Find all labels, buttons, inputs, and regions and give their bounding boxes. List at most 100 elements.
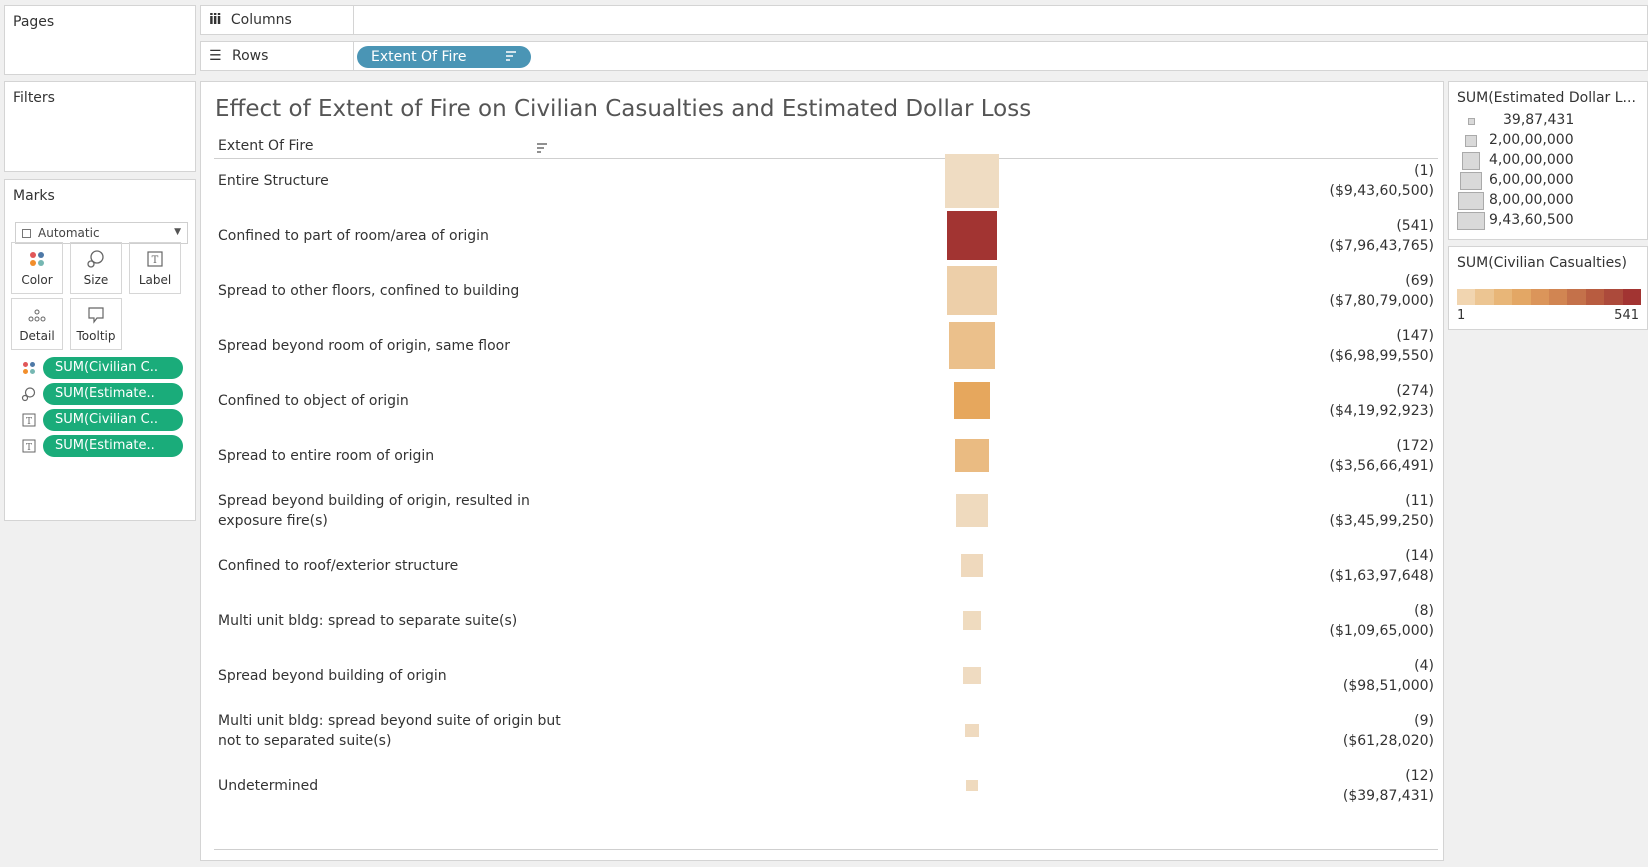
size-mark[interactable] (945, 153, 999, 208)
table-row[interactable]: Undetermined (12) ($39,87,431) (214, 757, 1438, 814)
sort-descending-icon (506, 51, 516, 61)
filters-shelf[interactable]: Filters (4, 81, 196, 172)
table-row[interactable]: Confined to part of room/area of origin (… (214, 207, 1438, 264)
size-mark[interactable] (947, 265, 997, 316)
size-mark[interactable] (953, 382, 990, 419)
size-icon (87, 250, 104, 268)
row-label: Undetermined (218, 777, 319, 794)
rows-shelf[interactable]: ☰ Rows Extent Of Fire (200, 41, 1648, 71)
size-mark[interactable] (960, 554, 984, 577)
color-legend-step (1604, 289, 1623, 305)
table-row[interactable]: Spread beyond room of origin, same floor… (214, 317, 1438, 374)
casualties-label: (69) (1405, 272, 1434, 289)
color-legend-min: 1 (1457, 308, 1466, 323)
color-legend[interactable]: SUM(Civilian Casualties) 1 541 (1448, 246, 1648, 330)
row-values: (9) ($61,28,020) (1343, 711, 1434, 751)
size-legend-title: SUM(Estimated Dollar L... (1457, 90, 1636, 106)
size-mark[interactable] (955, 438, 989, 473)
size-legend[interactable]: SUM(Estimated Dollar L... 39,87,431 2,00,… (1448, 81, 1648, 240)
pages-shelf[interactable]: Pages (4, 5, 196, 75)
color-dots-icon (30, 252, 44, 266)
column-header-extent-of-fire[interactable]: Extent Of Fire (218, 138, 314, 154)
size-legend-square (1464, 134, 1478, 148)
shelf-divider (353, 42, 354, 70)
row-values: (11) ($3,45,99,250) (1330, 491, 1434, 531)
row-label: Entire Structure (218, 172, 329, 189)
size-mark[interactable] (948, 322, 996, 369)
detail-button[interactable]: Detail (11, 298, 63, 350)
dollar-loss-label: ($61,28,020) (1342, 732, 1434, 749)
size-mark[interactable] (963, 666, 981, 685)
chevron-down-icon: ▼ (174, 227, 181, 237)
columns-shelf-label: iii Columns (209, 12, 292, 28)
dollar-loss-label: ($1,63,97,648) (1329, 567, 1434, 584)
row-label: Spread to entire room of origin (218, 447, 435, 464)
size-legend-item[interactable]: 2,00,00,000 (1449, 131, 1648, 151)
table-row[interactable]: Spread beyond building of origin (4) ($98,… (214, 647, 1438, 704)
label-icon: T (22, 413, 36, 427)
table-row[interactable]: Confined to object of origin (274) ($4,19,… (214, 372, 1438, 429)
label-field-pill[interactable]: SUM(Civilian C.. (43, 409, 183, 431)
label-button[interactable]: T Label (129, 242, 181, 294)
size-button-label: Size (83, 273, 109, 287)
size-mark[interactable] (947, 210, 997, 261)
row-values: (8) ($1,09,65,000) (1330, 601, 1434, 641)
color-legend-ramp (1457, 289, 1642, 305)
color-field-pill[interactable]: SUM(Civilian C.. (43, 357, 183, 379)
size-mark[interactable] (965, 723, 979, 738)
color-legend-step (1549, 289, 1568, 305)
color-legend-step (1585, 289, 1605, 305)
color-legend-step (1622, 289, 1642, 305)
row-label: Spread to other floors, confined to buil… (218, 282, 520, 299)
row-label: Multi unit bldg: spread beyond suite of … (218, 712, 561, 749)
size-legend-item[interactable]: 4,00,00,000 (1449, 151, 1648, 171)
color-legend-step (1475, 289, 1494, 305)
size-mark[interactable] (955, 494, 989, 527)
casualties-label: (14) (1405, 547, 1434, 564)
size-legend-label: 8,00,00,000 (1489, 192, 1574, 208)
columns-shelf[interactable]: iii Columns (200, 5, 1648, 35)
table-row[interactable]: Confined to roof/exterior structure (14)(… (214, 537, 1438, 594)
svg-text:T: T (26, 417, 32, 427)
sort-descending-icon[interactable] (536, 142, 548, 154)
casualties-label: (8) (1414, 602, 1434, 619)
size-legend-label: 6,00,00,000 (1489, 172, 1574, 188)
size-legend-item[interactable]: 8,00,00,000 (1449, 191, 1648, 211)
size-legend-item[interactable]: 6,00,00,000 (1449, 171, 1648, 191)
row-label: Confined to roof/exterior structure (218, 557, 459, 574)
label-field-pill[interactable]: SUM(Estimate.. (43, 435, 183, 457)
row-values: (12) ($39,87,431) (1343, 766, 1434, 806)
table-row[interactable]: Entire Structure (1) ($9,43,60,500) (214, 152, 1438, 209)
viz-canvas: Effect of Extent of Fire on Civilian Cas… (200, 81, 1444, 861)
casualties-label: (9) (1414, 712, 1434, 729)
color-legend-step (1493, 289, 1513, 305)
dollar-loss-label: ($3,45,99,250) (1329, 512, 1434, 529)
rows-icon: ☰ (209, 48, 222, 64)
table-row[interactable]: Spread to other floors, confined to buil… (214, 262, 1438, 319)
extent-of-fire-pill[interactable]: Extent Of Fire (357, 46, 531, 68)
detail-dots-icon (28, 309, 46, 322)
casualties-label: (541) (1396, 217, 1434, 234)
tooltip-button[interactable]: Tooltip (70, 298, 122, 350)
table-row[interactable]: Multi unit bldg: spread to separate suit… (214, 592, 1438, 649)
size-legend-item[interactable]: 39,87,431 (1449, 111, 1648, 131)
size-button[interactable]: Size (70, 242, 122, 294)
size-legend-item[interactable]: 9,43,60,500 (1449, 211, 1648, 231)
row-label: Spread beyond room of origin, same floor (218, 337, 510, 354)
table-row[interactable]: Spread to entire room of origin (172) ($3,… (214, 427, 1438, 484)
size-legend-label: 4,00,00,000 (1489, 152, 1574, 168)
row-values: (147) ($6,98,99,550) (1330, 326, 1434, 366)
marks-title: Marks (13, 188, 55, 204)
size-legend-square (1459, 172, 1483, 190)
mark-type-dropdown[interactable]: Automatic ▼ (15, 222, 188, 244)
rows-shelf-label: ☰ Rows (209, 48, 269, 64)
color-button[interactable]: Color (11, 242, 63, 294)
row-values: (14) ($1,63,97,648) (1330, 546, 1434, 586)
size-mark[interactable] (962, 611, 982, 630)
size-field-pill[interactable]: SUM(Estimate.. (43, 383, 183, 405)
table-row[interactable]: Multi unit bldg: spread beyond suite of … (214, 702, 1438, 759)
size-mark[interactable] (966, 779, 978, 792)
table-row[interactable]: Spread beyond building of origin, result… (214, 482, 1438, 539)
marks-card: Marks Automatic ▼ Color Size T Label Det… (4, 179, 196, 521)
casualties-label: (1) (1414, 162, 1434, 179)
